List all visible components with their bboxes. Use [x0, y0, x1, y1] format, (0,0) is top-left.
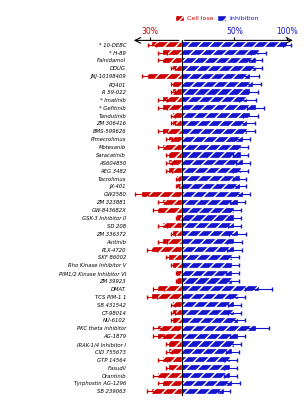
Bar: [182, 50, 259, 55]
Bar: [182, 144, 241, 150]
Bar: [182, 82, 254, 87]
Bar: [142, 192, 182, 197]
Bar: [182, 137, 243, 142]
Bar: [182, 105, 255, 110]
Bar: [182, 97, 247, 102]
Bar: [182, 160, 243, 166]
Bar: [163, 105, 182, 110]
Bar: [169, 365, 182, 370]
Bar: [152, 42, 182, 47]
Bar: [163, 357, 182, 362]
Bar: [177, 278, 182, 284]
Bar: [177, 184, 182, 189]
Bar: [182, 239, 235, 244]
Bar: [158, 286, 182, 292]
Bar: [163, 239, 182, 244]
Bar: [173, 66, 182, 71]
Bar: [173, 310, 182, 315]
Bar: [163, 58, 182, 63]
Bar: [163, 200, 182, 205]
Bar: [173, 231, 182, 236]
Bar: [173, 90, 182, 94]
Legend: Cell lose, Inhibition: Cell lose, Inhibition: [173, 13, 261, 24]
Bar: [163, 144, 182, 150]
Bar: [182, 121, 247, 126]
Bar: [182, 216, 235, 220]
Bar: [169, 255, 182, 260]
Bar: [182, 90, 250, 94]
Bar: [158, 373, 182, 378]
Bar: [182, 326, 255, 331]
Bar: [182, 342, 235, 346]
Bar: [182, 231, 238, 236]
Bar: [182, 168, 241, 173]
Bar: [182, 310, 235, 315]
Bar: [182, 74, 250, 79]
Bar: [182, 365, 230, 370]
Bar: [163, 129, 182, 134]
Bar: [169, 160, 182, 166]
Bar: [182, 66, 255, 71]
Bar: [182, 223, 235, 228]
Bar: [182, 334, 238, 339]
Bar: [177, 176, 182, 181]
Bar: [182, 208, 235, 213]
Bar: [182, 357, 230, 362]
Bar: [182, 58, 255, 63]
Bar: [169, 349, 182, 354]
Bar: [163, 381, 182, 386]
Bar: [182, 152, 241, 158]
Bar: [182, 176, 240, 181]
Bar: [182, 247, 235, 252]
Bar: [182, 278, 232, 284]
Bar: [182, 286, 259, 292]
Bar: [182, 263, 232, 268]
Bar: [152, 247, 182, 252]
Bar: [152, 389, 182, 394]
Bar: [182, 389, 224, 394]
Bar: [173, 318, 182, 323]
Bar: [182, 200, 238, 205]
Bar: [182, 113, 250, 118]
Bar: [182, 381, 232, 386]
Bar: [182, 192, 243, 197]
Bar: [152, 294, 182, 299]
Bar: [169, 342, 182, 346]
Bar: [163, 97, 182, 102]
Bar: [177, 270, 182, 276]
Bar: [148, 74, 182, 79]
Bar: [182, 42, 287, 47]
Bar: [182, 184, 240, 189]
Bar: [158, 208, 182, 213]
Bar: [182, 129, 247, 134]
Bar: [182, 294, 238, 299]
Bar: [182, 302, 235, 307]
Bar: [169, 137, 182, 142]
Bar: [173, 113, 182, 118]
Bar: [158, 326, 182, 331]
Bar: [182, 255, 232, 260]
Bar: [182, 318, 238, 323]
Bar: [182, 349, 232, 354]
Bar: [177, 216, 182, 220]
Bar: [173, 302, 182, 307]
Bar: [163, 50, 182, 55]
Bar: [182, 270, 232, 276]
Bar: [169, 152, 182, 158]
Bar: [173, 263, 182, 268]
Bar: [163, 223, 182, 228]
Bar: [173, 121, 182, 126]
Bar: [169, 168, 182, 173]
Bar: [173, 82, 182, 87]
Bar: [158, 334, 182, 339]
Bar: [182, 373, 230, 378]
